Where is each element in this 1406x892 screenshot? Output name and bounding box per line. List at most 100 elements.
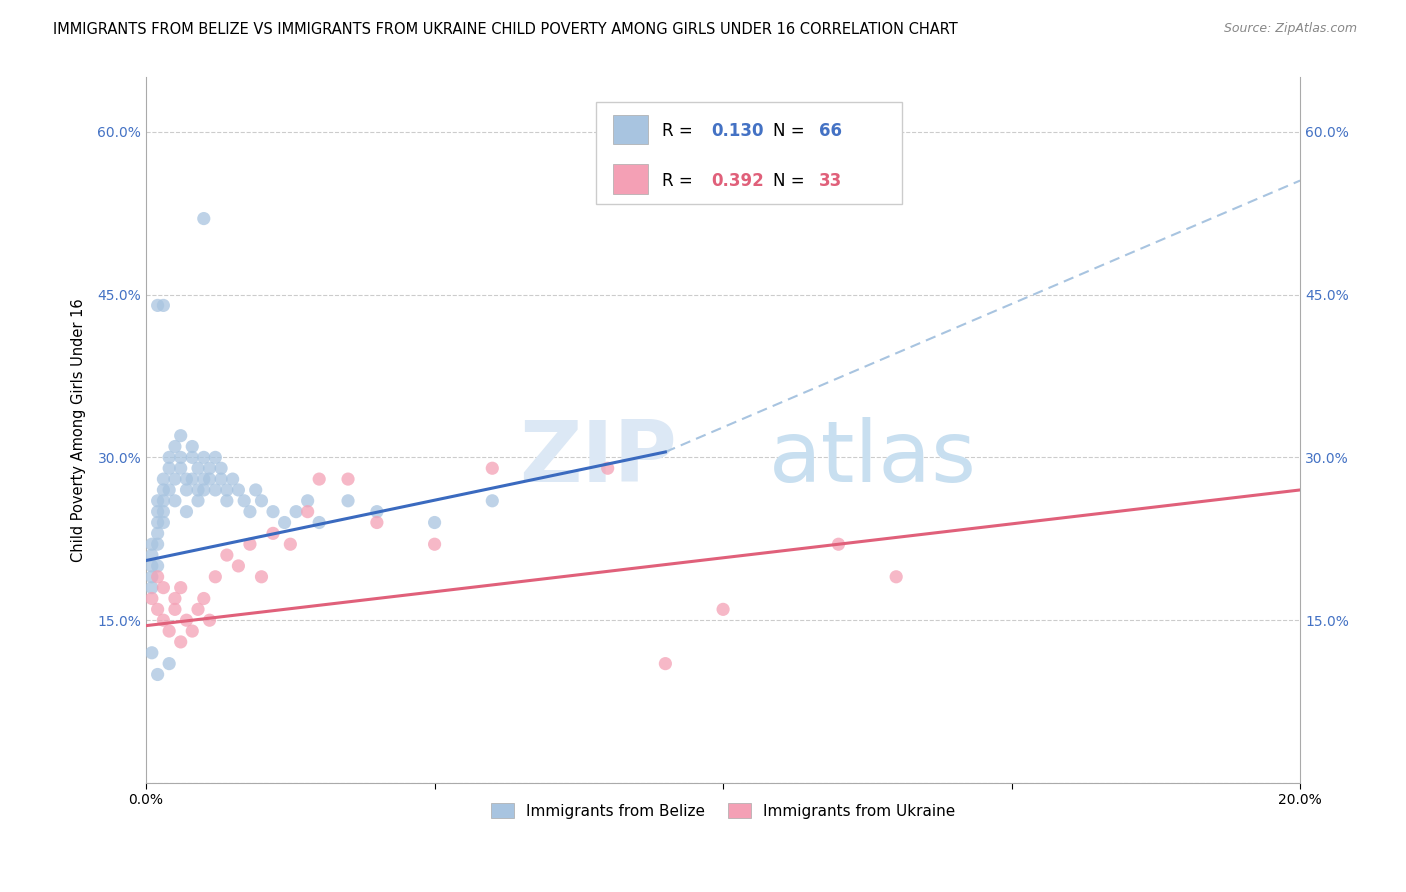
Point xyxy=(827,537,849,551)
Point xyxy=(337,472,360,486)
Point xyxy=(481,493,503,508)
Point xyxy=(152,483,174,497)
Y-axis label: Child Poverty Among Girls Under 16: Child Poverty Among Girls Under 16 xyxy=(72,299,86,562)
Point xyxy=(170,635,193,649)
Point xyxy=(141,581,163,595)
Point xyxy=(215,493,238,508)
Point xyxy=(146,558,169,573)
Point xyxy=(221,472,243,486)
Point xyxy=(141,537,163,551)
Point xyxy=(152,581,174,595)
Point xyxy=(239,537,262,551)
Point xyxy=(163,602,186,616)
Text: Source: ZipAtlas.com: Source: ZipAtlas.com xyxy=(1223,22,1357,36)
Point xyxy=(193,591,215,606)
Point xyxy=(204,483,226,497)
Point xyxy=(181,450,204,465)
Point xyxy=(163,472,186,486)
Point xyxy=(141,591,163,606)
Point xyxy=(176,472,198,486)
Point xyxy=(146,537,169,551)
Point xyxy=(141,558,163,573)
Point xyxy=(308,516,330,530)
Point xyxy=(152,493,174,508)
Point xyxy=(273,516,295,530)
Point xyxy=(157,461,180,475)
Text: R =: R = xyxy=(662,122,697,140)
Point xyxy=(250,493,273,508)
Point xyxy=(152,472,174,486)
Text: N =: N = xyxy=(773,172,810,190)
Point xyxy=(157,483,180,497)
Point xyxy=(170,428,193,442)
Point xyxy=(204,570,226,584)
Point xyxy=(198,461,221,475)
Point xyxy=(152,613,174,627)
Point xyxy=(141,646,163,660)
Point xyxy=(228,558,250,573)
Point xyxy=(337,493,360,508)
Point xyxy=(366,505,388,519)
Point xyxy=(146,493,169,508)
Bar xyxy=(613,115,648,145)
FancyBboxPatch shape xyxy=(596,103,903,204)
Text: 0.130: 0.130 xyxy=(711,122,763,140)
Point xyxy=(209,472,232,486)
Text: 66: 66 xyxy=(818,122,842,140)
Point xyxy=(141,570,163,584)
Point xyxy=(209,461,232,475)
Point xyxy=(157,450,180,465)
Point xyxy=(181,624,204,638)
Point xyxy=(297,505,319,519)
Point xyxy=(170,450,193,465)
Point xyxy=(187,493,209,508)
Point xyxy=(596,461,619,475)
Point xyxy=(152,505,174,519)
Point xyxy=(278,537,301,551)
Point xyxy=(146,667,169,681)
Point xyxy=(654,657,676,671)
Point xyxy=(181,472,204,486)
Point xyxy=(146,298,169,312)
Point xyxy=(141,548,163,562)
Point xyxy=(285,505,308,519)
Point xyxy=(187,602,209,616)
Legend: Immigrants from Belize, Immigrants from Ukraine: Immigrants from Belize, Immigrants from … xyxy=(485,797,962,825)
Point xyxy=(152,516,174,530)
Point xyxy=(146,526,169,541)
Point xyxy=(193,450,215,465)
Text: N =: N = xyxy=(773,122,810,140)
Point xyxy=(228,483,250,497)
Point xyxy=(163,493,186,508)
Point xyxy=(163,591,186,606)
Point xyxy=(170,581,193,595)
Point xyxy=(176,505,198,519)
Point xyxy=(193,472,215,486)
Point xyxy=(170,461,193,475)
Point xyxy=(711,602,734,616)
Text: R =: R = xyxy=(662,172,697,190)
Point xyxy=(198,472,221,486)
Point xyxy=(239,505,262,519)
Point xyxy=(157,624,180,638)
Point xyxy=(366,516,388,530)
Text: 33: 33 xyxy=(818,172,842,190)
Point xyxy=(146,516,169,530)
Text: 0.392: 0.392 xyxy=(711,172,765,190)
Point xyxy=(198,613,221,627)
Point xyxy=(481,461,503,475)
Point xyxy=(262,526,284,541)
Point xyxy=(146,570,169,584)
Point xyxy=(215,483,238,497)
Point xyxy=(423,516,446,530)
Point xyxy=(250,570,273,584)
Point xyxy=(204,450,226,465)
Point xyxy=(233,493,256,508)
Point xyxy=(157,657,180,671)
Text: ZIP: ZIP xyxy=(519,417,676,500)
Point xyxy=(193,483,215,497)
Point xyxy=(215,548,238,562)
Text: IMMIGRANTS FROM BELIZE VS IMMIGRANTS FROM UKRAINE CHILD POVERTY AMONG GIRLS UNDE: IMMIGRANTS FROM BELIZE VS IMMIGRANTS FRO… xyxy=(53,22,957,37)
Point xyxy=(176,613,198,627)
Point xyxy=(193,211,215,226)
